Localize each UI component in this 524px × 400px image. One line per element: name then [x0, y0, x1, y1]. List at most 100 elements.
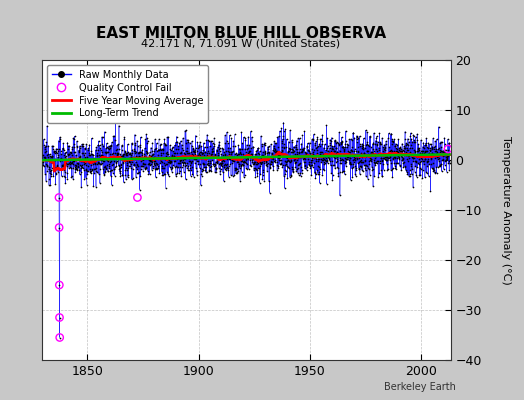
Point: [354, 165, 363, 171]
Point: [71, 166, 80, 172]
Point: [134, 149, 143, 156]
Point: [126, 150, 134, 156]
Point: [201, 164, 209, 170]
Point: [117, 161, 125, 168]
Point: [400, 145, 409, 152]
Point: [361, 165, 369, 171]
Point: [104, 144, 113, 151]
Point: [272, 162, 281, 168]
Point: [321, 141, 329, 148]
Point: [357, 145, 366, 152]
Point: [121, 172, 129, 178]
Point: [266, 164, 275, 171]
Point: [442, 156, 450, 163]
Point: [287, 156, 296, 163]
Point: [189, 152, 197, 158]
Point: [372, 158, 380, 165]
Point: [109, 133, 117, 140]
Point: [77, 158, 85, 164]
Point: [219, 157, 227, 163]
Point: [331, 138, 339, 144]
Point: [283, 149, 292, 155]
Point: [393, 141, 401, 148]
Point: [45, 176, 53, 183]
Point: [369, 140, 378, 146]
Point: [179, 162, 188, 168]
Point: [295, 171, 303, 178]
Point: [89, 160, 97, 167]
Point: [353, 156, 362, 162]
Point: [375, 151, 383, 158]
Point: [101, 149, 110, 156]
Point: [243, 161, 252, 167]
Point: [158, 172, 167, 178]
Point: [180, 156, 189, 162]
Point: [360, 150, 368, 157]
Point: [66, 154, 74, 161]
Point: [385, 148, 394, 154]
Point: [163, 168, 171, 175]
Point: [78, 143, 86, 150]
Point: [316, 136, 325, 142]
Point: [298, 132, 307, 138]
Point: [428, 144, 436, 151]
Point: [59, 162, 68, 168]
Point: [222, 162, 231, 168]
Point: [160, 171, 169, 177]
Point: [271, 148, 280, 154]
Point: [277, 125, 286, 131]
Point: [43, 154, 52, 160]
Point: [154, 154, 162, 161]
Point: [358, 146, 367, 152]
Point: [250, 167, 258, 174]
Point: [93, 152, 101, 159]
Point: [142, 164, 150, 170]
Point: [304, 155, 312, 162]
Point: [144, 154, 152, 161]
Point: [332, 150, 340, 157]
Point: [67, 149, 75, 155]
Point: [394, 152, 402, 159]
Point: [147, 158, 156, 165]
Point: [268, 155, 276, 161]
Point: [82, 162, 91, 169]
Point: [298, 167, 306, 174]
Point: [78, 162, 86, 168]
Point: [407, 163, 416, 169]
Point: [170, 155, 179, 162]
Point: [111, 164, 119, 170]
Point: [376, 158, 385, 164]
Point: [315, 141, 323, 147]
Point: [184, 155, 193, 161]
Point: [231, 167, 239, 173]
Point: [203, 148, 212, 154]
Point: [376, 141, 384, 148]
Point: [418, 156, 426, 163]
Point: [405, 172, 413, 179]
Point: [401, 163, 409, 169]
Point: [426, 148, 434, 154]
Point: [120, 150, 128, 157]
Point: [155, 136, 163, 142]
Point: [408, 138, 417, 145]
Point: [171, 156, 180, 163]
Point: [308, 151, 316, 158]
Point: [232, 150, 241, 156]
Point: [298, 148, 307, 154]
Point: [308, 162, 316, 168]
Point: [402, 140, 410, 146]
Point: [254, 145, 263, 151]
Point: [137, 150, 146, 156]
Point: [215, 146, 224, 152]
Point: [92, 152, 101, 158]
Point: [239, 158, 248, 164]
Point: [398, 157, 407, 164]
Point: [128, 140, 136, 146]
Point: [222, 154, 231, 161]
Point: [83, 156, 91, 162]
Point: [192, 153, 201, 159]
Point: [419, 139, 428, 146]
Point: [292, 166, 301, 172]
Point: [74, 154, 83, 160]
Point: [429, 135, 437, 142]
